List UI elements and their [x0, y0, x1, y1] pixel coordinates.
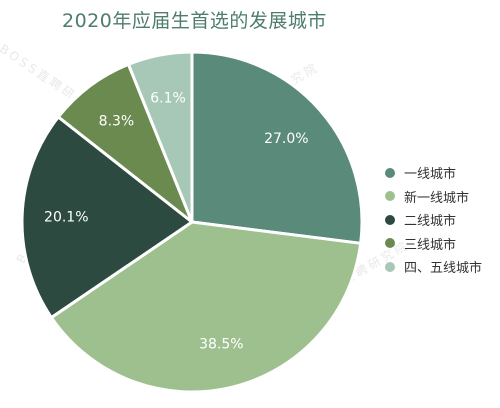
legend-label: 一线城市 [404, 167, 457, 183]
legend-item: 一线城市 [385, 161, 482, 185]
slice-value-label: 38.5% [199, 336, 243, 352]
slice-value-label: 6.1% [150, 91, 186, 107]
legend-label: 三线城市 [404, 237, 457, 253]
legend-swatch [385, 261, 395, 272]
pie-slice-3 [56, 62, 194, 224]
legend-swatch [385, 191, 395, 202]
legend-swatch [385, 167, 395, 178]
legend-swatch [385, 214, 395, 225]
legend-label: 二线城市 [404, 214, 457, 230]
pie-slice-4 [126, 50, 194, 224]
chart-title: 2020年应届生首选的发展城市 [62, 10, 327, 32]
legend-item: 新一线城市 [385, 185, 482, 209]
slice-value-label: 27.0% [264, 131, 308, 147]
legend-label: 四、五线城市 [404, 261, 483, 277]
legend-swatch [385, 238, 395, 249]
pie-slice-2 [20, 115, 194, 320]
legend-item: 二线城市 [385, 208, 482, 232]
slice-value-label: 20.1% [44, 210, 88, 226]
pie-slice-1 [49, 220, 363, 394]
legend-item: 三线城市 [385, 232, 482, 256]
legend-item: 四、五线城市 [385, 255, 482, 279]
slice-value-label: 8.3% [99, 113, 135, 129]
pie-slice-0 [190, 50, 364, 245]
legend-label: 新一线城市 [404, 190, 470, 206]
chart-legend: 一线城市新一线城市二线城市三线城市四、五线城市 [385, 161, 482, 279]
